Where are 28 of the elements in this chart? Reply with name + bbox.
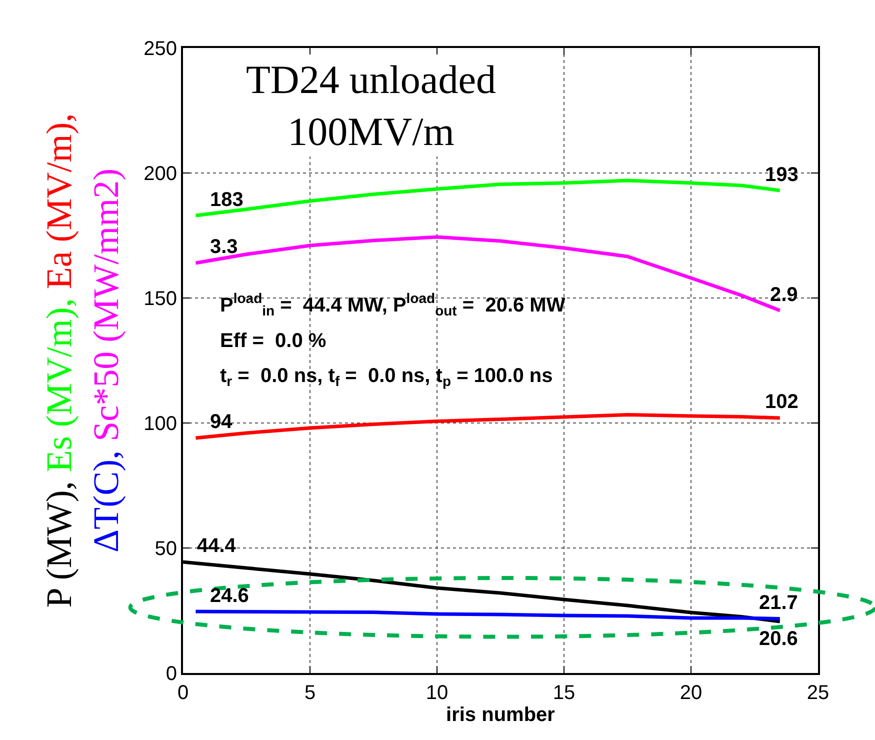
- annotation: 94: [210, 411, 234, 433]
- y-tick-label: 100: [144, 413, 177, 435]
- annotation: 3.3: [210, 236, 238, 258]
- annotation: 20.6: [759, 628, 798, 650]
- line-series: [194, 610, 782, 620]
- y-tick-label: 50: [154, 538, 177, 560]
- annotation: 21.7: [759, 592, 798, 614]
- line-series: [194, 413, 782, 440]
- annotation: P$^{load}$$_{in}$ = 44.4 MW, P$^{load}$$_{out}$ = 20.6 MW: [220, 290, 566, 319]
- x-tick-label: 15: [552, 682, 576, 704]
- y-tick-label: 150: [144, 288, 177, 310]
- annotation: 193: [765, 164, 798, 186]
- y-tick-label: 0: [166, 663, 177, 685]
- y-tick-label: 200: [144, 163, 177, 185]
- x-tick-label: 5: [304, 682, 316, 704]
- annotation: 24.6: [210, 585, 249, 607]
- x-tick-label: 20: [680, 682, 702, 704]
- x-axis-title: iris number: [446, 704, 556, 726]
- annotation: 183: [210, 189, 244, 211]
- annotation: 102: [765, 391, 798, 413]
- text: TD24 unloaded 100MV/m: [246, 57, 496, 154]
- annotation: 2.9: [770, 284, 798, 306]
- annotation: t$_{r}$ = 0.0 ns, t$_{f}$ = 0.0 ns, t$_{p}$ = 100.0 ns: [220, 365, 553, 390]
- annotation: 44.4: [197, 535, 237, 557]
- x-tick-label: 10: [426, 682, 448, 704]
- y-tick-label: 250: [144, 38, 177, 60]
- annotation: Eff = 0.0 %: [220, 330, 326, 352]
- x-tick-label: 25: [806, 682, 830, 704]
